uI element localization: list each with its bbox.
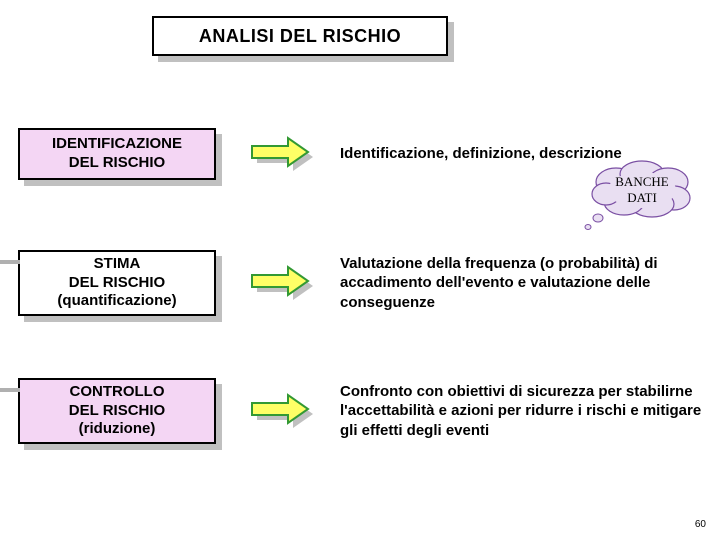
description-2: Valutazione della frequenza (o probabili…	[340, 254, 702, 313]
box-wrap-1: IDENTIFICAZIONEDEL RISCHIO	[18, 128, 222, 180]
box-3: CONTROLLODEL RISCHIO(riduzione)	[18, 378, 216, 444]
cloud-svg: BANCHE DATI	[582, 160, 694, 232]
box-wrap-2: STIMADEL RISCHIO(quantificazione)	[18, 250, 222, 316]
page-number: 60	[695, 519, 706, 530]
cloud-line2: DATI	[627, 190, 657, 205]
box-line: DEL RISCHIO	[69, 402, 165, 421]
box-line: (riduzione)	[79, 420, 156, 439]
cloud-line1: BANCHE	[615, 174, 669, 189]
arrow-1	[250, 134, 320, 174]
arrow-3	[250, 391, 320, 431]
box-line: (quantificazione)	[57, 292, 176, 311]
box-line: CONTROLLO	[70, 383, 165, 402]
arrow-2	[250, 263, 320, 303]
description-3: Confronto con obiettivi di sicurezza per…	[340, 382, 702, 441]
box-line: DEL RISCHIO	[69, 274, 165, 293]
title-box: ANALISI DEL RISCHIO	[152, 16, 448, 56]
row-2: STIMADEL RISCHIO(quantificazione) Valuta…	[18, 250, 702, 316]
box-line: DEL RISCHIO	[69, 154, 165, 173]
sidebar-tick	[0, 260, 20, 264]
box-wrap-3: CONTROLLODEL RISCHIO(riduzione)	[18, 378, 222, 444]
box-line: IDENTIFICAZIONE	[52, 135, 182, 154]
title-container: ANALISI DEL RISCHIO	[152, 16, 448, 56]
box-line: STIMA	[94, 255, 141, 274]
box-2: STIMADEL RISCHIO(quantificazione)	[18, 250, 216, 316]
row-3: CONTROLLODEL RISCHIO(riduzione) Confront…	[18, 378, 702, 444]
cloud-callout: BANCHE DATI	[582, 160, 694, 237]
title-text: ANALISI DEL RISCHIO	[199, 26, 401, 47]
box-1: IDENTIFICAZIONEDEL RISCHIO	[18, 128, 216, 180]
sidebar-tick	[0, 388, 20, 392]
